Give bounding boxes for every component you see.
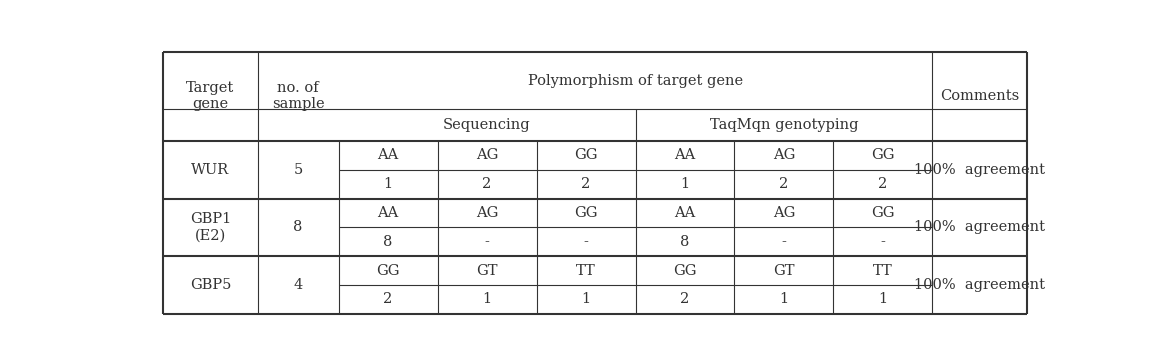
Text: GG: GG	[871, 148, 895, 162]
Text: AG: AG	[773, 206, 795, 220]
Text: AA: AA	[377, 148, 398, 162]
Text: GBP1
(E2): GBP1 (E2)	[189, 212, 231, 243]
Text: 1: 1	[383, 177, 392, 191]
Text: -: -	[484, 235, 490, 249]
Text: 4: 4	[294, 278, 303, 292]
Text: 2: 2	[383, 292, 392, 306]
Text: 2: 2	[879, 177, 887, 191]
Text: 100%  agreement: 100% agreement	[914, 278, 1045, 292]
Text: -: -	[781, 235, 786, 249]
Text: AA: AA	[377, 206, 398, 220]
Text: 1: 1	[779, 292, 788, 306]
Text: TaqMqn genotyping: TaqMqn genotyping	[709, 118, 858, 132]
Text: GG: GG	[575, 206, 598, 220]
Text: 8: 8	[294, 220, 303, 234]
Text: 1: 1	[483, 292, 491, 306]
Text: 2: 2	[680, 292, 690, 306]
Text: 100%  agreement: 100% agreement	[914, 220, 1045, 234]
Text: 8: 8	[383, 235, 392, 249]
Text: TT: TT	[576, 264, 596, 278]
Text: 2: 2	[582, 177, 591, 191]
Text: GT: GT	[476, 264, 498, 278]
Text: 1: 1	[879, 292, 887, 306]
Text: TT: TT	[873, 264, 893, 278]
Text: 5: 5	[294, 163, 303, 177]
Text: AG: AG	[476, 206, 498, 220]
Text: Sequencing: Sequencing	[444, 118, 531, 132]
Text: GT: GT	[773, 264, 795, 278]
Text: 100%  agreement: 100% agreement	[914, 163, 1045, 177]
Text: 1: 1	[582, 292, 591, 306]
Text: AG: AG	[773, 148, 795, 162]
Text: GG: GG	[871, 206, 895, 220]
Text: WUR: WUR	[192, 163, 230, 177]
Text: 1: 1	[680, 177, 690, 191]
Text: 8: 8	[680, 235, 690, 249]
Text: GBP5: GBP5	[189, 278, 231, 292]
Text: GG: GG	[376, 264, 399, 278]
Text: 2: 2	[483, 177, 491, 191]
Text: Comments: Comments	[940, 89, 1019, 103]
Text: AA: AA	[675, 148, 695, 162]
Text: 2: 2	[779, 177, 788, 191]
Text: AG: AG	[476, 148, 498, 162]
Text: GG: GG	[673, 264, 697, 278]
Text: AA: AA	[675, 206, 695, 220]
Text: no. of
sample: no. of sample	[272, 81, 324, 111]
Text: -: -	[880, 235, 886, 249]
Text: Polymorphism of target gene: Polymorphism of target gene	[528, 73, 743, 88]
Text: Target
gene: Target gene	[186, 81, 235, 111]
Text: GG: GG	[575, 148, 598, 162]
Text: -: -	[584, 235, 589, 249]
